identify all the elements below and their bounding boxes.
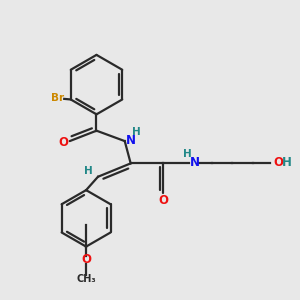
Text: H: H (282, 156, 292, 169)
Text: H: H (183, 149, 191, 159)
Text: Br: Br (51, 93, 64, 103)
Text: N: N (126, 134, 136, 147)
Text: O: O (58, 136, 68, 149)
Text: H: H (132, 127, 140, 137)
Text: N: N (190, 156, 200, 169)
Text: O: O (158, 194, 168, 207)
Text: O: O (273, 156, 283, 169)
Text: O: O (81, 253, 91, 266)
Text: CH₃: CH₃ (76, 274, 96, 284)
Text: H: H (84, 167, 93, 176)
